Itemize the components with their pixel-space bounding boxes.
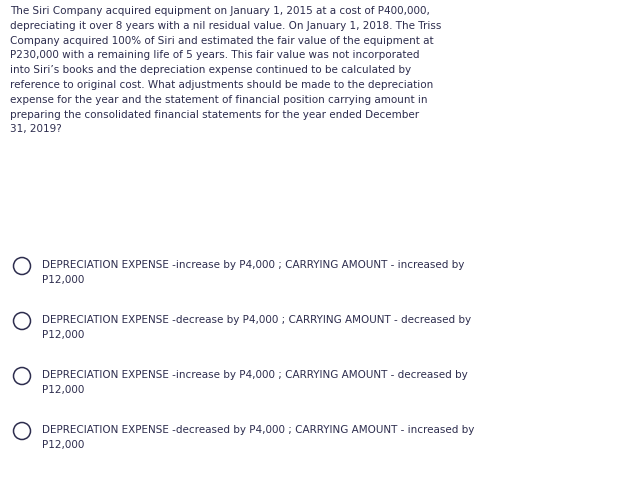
Text: DEPRECIATION EXPENSE -increase by P4,000 ; CARRYING AMOUNT - increased by
P12,00: DEPRECIATION EXPENSE -increase by P4,000…	[42, 260, 465, 284]
Text: DEPRECIATION EXPENSE -decreased by P4,000 ; CARRYING AMOUNT - increased by
P12,0: DEPRECIATION EXPENSE -decreased by P4,00…	[42, 424, 474, 449]
Text: DEPRECIATION EXPENSE -increase by P4,000 ; CARRYING AMOUNT - decreased by
P12,00: DEPRECIATION EXPENSE -increase by P4,000…	[42, 369, 468, 394]
Text: DEPRECIATION EXPENSE -decrease by P4,000 ; CARRYING AMOUNT - decreased by
P12,00: DEPRECIATION EXPENSE -decrease by P4,000…	[42, 314, 471, 339]
Text: The Siri Company acquired equipment on January 1, 2015 at a cost of P400,000,
de: The Siri Company acquired equipment on J…	[10, 6, 442, 134]
